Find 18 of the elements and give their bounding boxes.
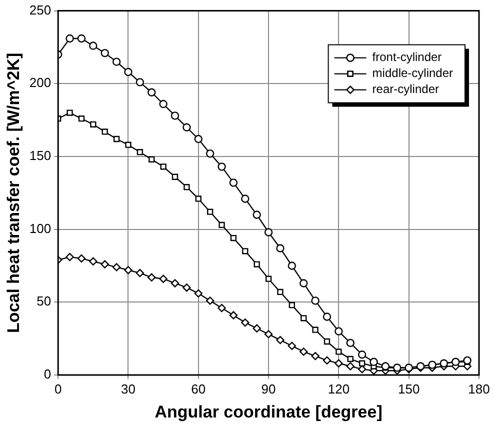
y-tick-label: 0: [44, 366, 52, 382]
y-tick-label: 100: [29, 220, 52, 236]
x-tick-label: 120: [328, 381, 350, 396]
y-tick-label: 250: [29, 2, 52, 18]
legend-label: front-cylinder: [372, 50, 442, 64]
x-tick-label: 30: [121, 381, 136, 396]
y-tick-label: 50: [36, 294, 52, 309]
legend-label: rear-cylinder: [372, 82, 439, 96]
x-tick-label: 150: [398, 381, 420, 396]
y-axis-title: Local heat transfer coef. [W/m^2K]: [4, 52, 23, 333]
legend-label: middle-cylinder: [372, 66, 454, 80]
y-tick-label: 150: [29, 148, 52, 164]
x-tick-label: 180: [468, 381, 490, 396]
x-tick-label: 60: [191, 381, 206, 396]
x-tick-label: 90: [261, 381, 276, 396]
x-tick-label: 0: [54, 381, 62, 396]
x-axis-title: Angular coordinate [degree]: [154, 402, 382, 422]
y-tick-label: 200: [29, 75, 52, 90]
